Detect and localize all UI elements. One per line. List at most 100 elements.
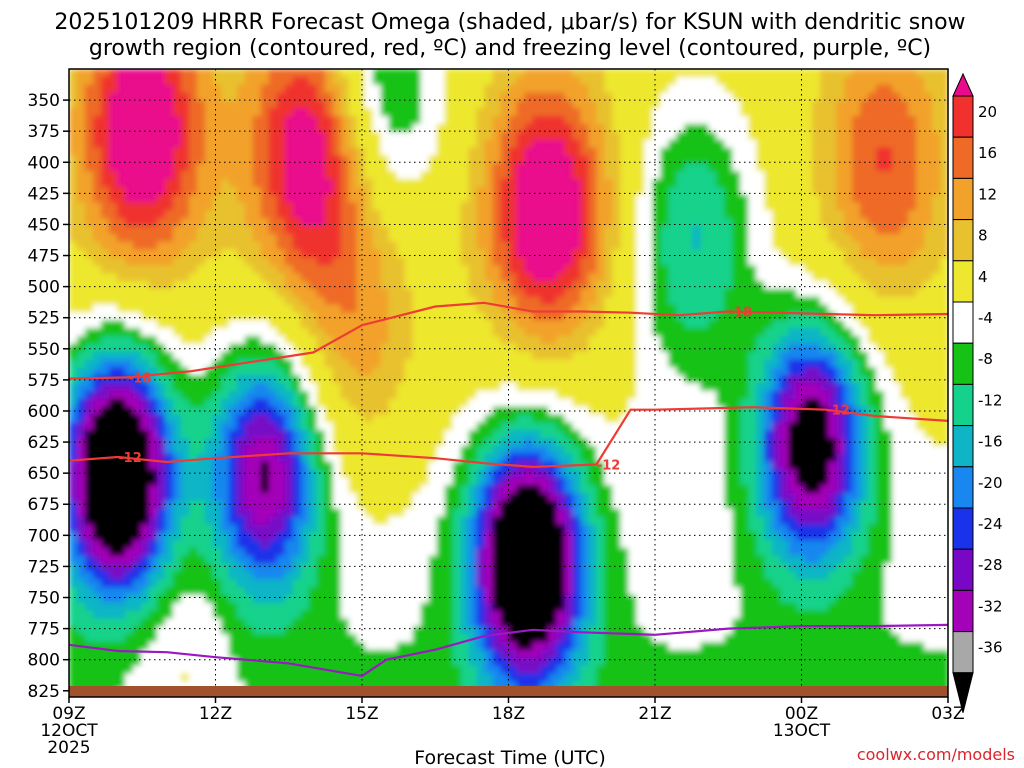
omega-cell: [108, 492, 118, 502]
omega-cell: [220, 375, 230, 384]
omega-cell: [196, 92, 206, 101]
omega-cell: [236, 477, 246, 486]
omega-cell: [220, 92, 230, 101]
omega-cell: [76, 296, 86, 306]
omega-cell: [452, 76, 462, 86]
omega-cell: [420, 571, 430, 580]
omega-cell: [372, 665, 382, 675]
omega-cell: [260, 265, 270, 274]
omega-cell: [428, 131, 438, 141]
omega-cell: [388, 594, 398, 604]
omega-cell: [116, 257, 126, 266]
omega-cell: [156, 335, 166, 345]
omega-cell: [196, 296, 206, 306]
omega-cell: [148, 147, 158, 156]
omega-cell: [260, 147, 270, 156]
omega-cell: [228, 649, 238, 659]
omega-cell: [500, 351, 510, 361]
omega-cell: [92, 516, 102, 525]
omega-cell: [220, 210, 230, 219]
omega-cell: [156, 563, 166, 572]
omega-cell: [108, 626, 118, 635]
omega-cell: [556, 108, 566, 117]
omega-cell: [500, 555, 510, 565]
omega-cell: [164, 178, 174, 188]
omega-cell: [508, 587, 518, 596]
omega-cell: [388, 571, 398, 580]
omega-cell: [380, 398, 390, 408]
omega-cell: [468, 532, 478, 541]
omega-cell: [140, 602, 150, 612]
omega-cell: [396, 540, 406, 549]
omega-cell: [492, 280, 502, 290]
omega-cell: [92, 76, 102, 86]
omega-cell: [204, 390, 214, 400]
omega-cell: [476, 602, 486, 612]
omega-cell: [204, 618, 214, 627]
omega-cell: [260, 626, 270, 635]
omega-cell: [388, 351, 398, 361]
omega-cell: [380, 233, 390, 243]
omega-cell: [188, 226, 198, 235]
omega-cell: [92, 634, 102, 643]
omega-cell: [140, 273, 150, 282]
omega-cell: [564, 76, 574, 86]
omega-cell: [524, 249, 534, 258]
omega-cell: [300, 163, 310, 172]
omega-cell: [316, 453, 326, 463]
omega-cell: [372, 547, 382, 557]
omega-cell: [300, 461, 310, 470]
omega-cell: [372, 398, 382, 408]
omega-cell: [324, 171, 334, 180]
omega-cell: [476, 202, 486, 211]
omega-cell: [284, 477, 294, 486]
omega-cell: [396, 477, 406, 486]
omega-cell: [492, 92, 502, 101]
omega-cell: [124, 485, 134, 494]
omega-cell: [292, 249, 302, 258]
omega-cell: [276, 508, 286, 518]
omega-cell: [388, 304, 398, 313]
omega-cell: [124, 92, 134, 101]
omega-cell: [108, 540, 118, 549]
omega-cell: [532, 547, 542, 557]
omega-cell: [204, 540, 214, 549]
omega-cell: [540, 108, 550, 117]
omega-cell: [116, 540, 126, 549]
omega-cell: [292, 100, 302, 109]
omega-cell: [380, 108, 390, 117]
omega-cell: [548, 657, 558, 667]
omega-cell: [420, 359, 430, 368]
omega-cell: [140, 351, 150, 361]
omega-cell: [332, 469, 342, 478]
omega-cell: [356, 477, 366, 486]
omega-cell: [76, 84, 86, 94]
omega-cell: [388, 469, 398, 478]
omega-cell: [316, 320, 326, 329]
omega-cell: [124, 178, 134, 188]
omega-cell: [356, 100, 366, 109]
omega-cell: [292, 280, 302, 290]
omega-cell: [428, 233, 438, 243]
omega-cell: [220, 610, 230, 620]
omega-cell: [220, 461, 230, 470]
omega-cell: [492, 610, 502, 620]
omega-cell: [436, 69, 446, 78]
omega-cell: [524, 524, 534, 533]
omega-cell: [324, 108, 334, 117]
omega-cell: [500, 335, 510, 345]
omega-cell: [204, 155, 214, 164]
omega-cell: [196, 437, 206, 447]
omega-cell: [100, 602, 110, 612]
omega-cell: [108, 642, 118, 651]
omega-cell: [156, 76, 166, 86]
omega-cell: [428, 492, 438, 502]
omega-cell: [156, 131, 166, 141]
omega-cell: [420, 626, 430, 635]
omega-cell: [164, 563, 174, 572]
omega-cell: [196, 139, 206, 149]
omega-cell: [228, 186, 238, 196]
omega-cell: [540, 351, 550, 361]
omega-cell: [540, 398, 550, 408]
omega-cell: [348, 351, 358, 361]
